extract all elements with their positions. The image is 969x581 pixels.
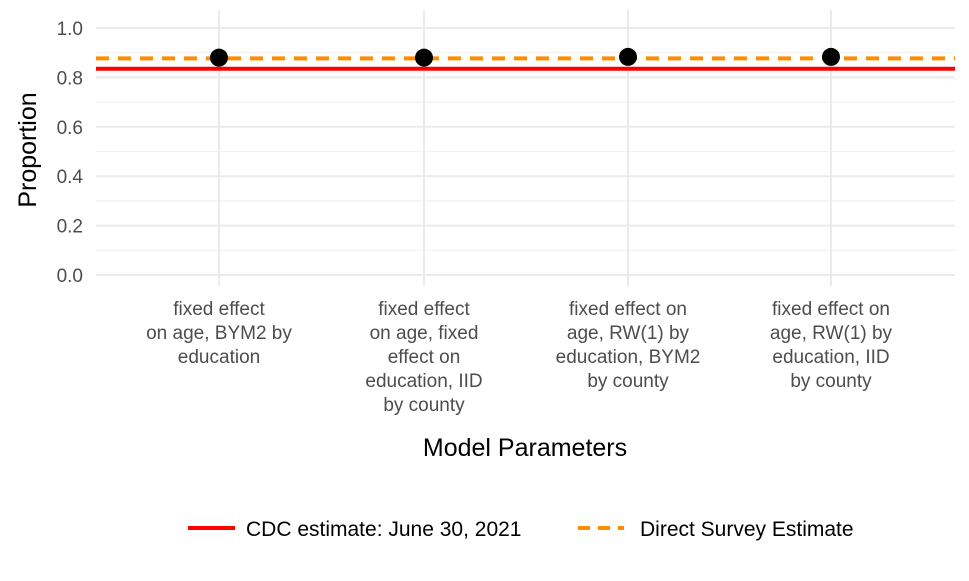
data-point [415, 48, 433, 67]
grid-minor [96, 52, 955, 251]
legend: CDC estimate: June 30, 2021 Direct Surve… [188, 518, 854, 541]
x-tick-label: fixed effect on age, RW(1) by education, I… [770, 299, 893, 392]
y-tick-label: 0.6 [57, 118, 83, 139]
x-tick-labels: fixed effect on age, BYM2 by education fixe… [146, 299, 892, 416]
y-tick-label: 0.2 [57, 217, 83, 238]
data-point [619, 47, 637, 66]
y-tick-label: 0.0 [57, 266, 83, 287]
data-point [822, 47, 840, 66]
x-axis-title: Model Parameters [423, 434, 627, 462]
y-tick-labels: 0.0 0.2 0.4 0.6 0.8 1.0 [57, 19, 84, 287]
y-tick-label: 0.8 [57, 68, 83, 89]
y-tick-label: 1.0 [57, 19, 83, 40]
legend-label-direct-survey: Direct Survey Estimate [640, 518, 854, 541]
y-tick-label: 0.4 [57, 167, 84, 188]
x-tick-label: fixed effect on age, BYM2 by education [146, 299, 292, 368]
y-axis-title: Proportion [14, 92, 42, 207]
x-tick-label: fixed effect on age, RW(1) by education, B… [556, 299, 701, 392]
data-points [210, 47, 840, 67]
x-tick-label: fixed effect on age, fixed effect on educat… [365, 299, 482, 416]
legend-label-cdc: CDC estimate: June 30, 2021 [246, 518, 521, 541]
reference-lines [96, 56, 955, 71]
data-point [210, 48, 228, 67]
